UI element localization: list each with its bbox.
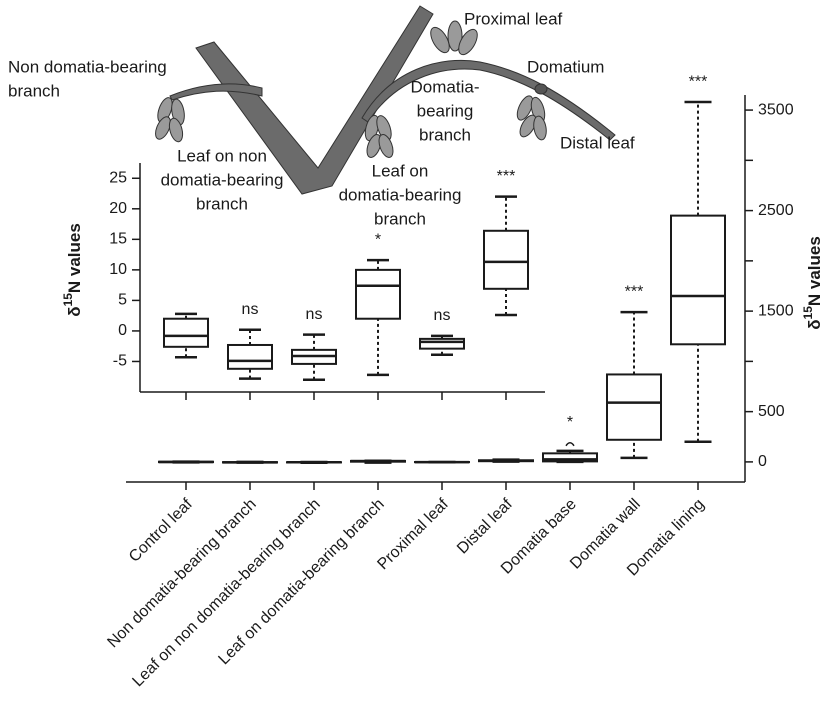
box xyxy=(420,339,464,349)
page: Non domatia-bearing branch Leaf on non doma… xyxy=(0,0,834,728)
diagram-label: branch xyxy=(196,194,248,213)
box xyxy=(164,319,208,347)
inset-y-tick-label: -5 xyxy=(113,353,127,370)
significance-label: * xyxy=(375,231,381,248)
inset-y-axis-label-part: 15 xyxy=(61,293,75,307)
inset-y-tick-label: 5 xyxy=(118,292,127,309)
diagram-label: Non domatia-bearing xyxy=(8,57,167,76)
box xyxy=(607,374,661,439)
diagram-label: Leaf on xyxy=(372,161,429,180)
x-tick-label: Control leaf xyxy=(126,495,196,565)
plot: Non domatia-bearing branch Leaf on non doma… xyxy=(8,9,824,690)
diagram-label: branch xyxy=(419,125,471,144)
inset-y-tick-label: 15 xyxy=(109,231,127,248)
diagram-label: domatia-bearing xyxy=(339,185,462,204)
y-axis-label-part: 15 xyxy=(801,306,815,320)
y-axis-label: δ15N values xyxy=(801,236,824,330)
inset-y-axis-label-part: N values xyxy=(65,223,84,293)
y-tick-label: 2500 xyxy=(758,202,794,219)
y-tick-label: 1500 xyxy=(758,302,794,319)
inset-y-axis-label: δ15N values xyxy=(61,223,84,317)
significance-label: *** xyxy=(689,73,708,90)
diagram-label: Domatium xyxy=(527,57,604,76)
diagram-label: domatia-bearing xyxy=(161,170,284,189)
diagram-label: branch xyxy=(374,209,426,228)
inset-y-axis-label-part: δ xyxy=(65,306,84,316)
box xyxy=(356,270,400,319)
y-tick-label: 0 xyxy=(758,453,767,470)
y-tick-label: 500 xyxy=(758,403,785,420)
inset-y-tick-label: 0 xyxy=(118,322,127,339)
y-axis-label-part: N values xyxy=(805,236,824,306)
x-tick-label: Distal leaf xyxy=(454,495,516,557)
diagram-label: Distal leaf xyxy=(560,133,635,152)
box xyxy=(484,231,528,289)
significance-label: ns xyxy=(242,301,259,318)
y-axis-label-part: δ xyxy=(805,319,824,329)
significance-label: ns xyxy=(306,306,323,323)
flier xyxy=(566,443,574,446)
diagram-label: Domatia- xyxy=(411,77,480,96)
diagram-label: branch xyxy=(8,81,60,100)
y-tick-label: 3500 xyxy=(758,101,794,118)
box xyxy=(228,345,272,369)
diagram-label: Proximal leaf xyxy=(464,9,563,28)
inset-y-tick-label: 25 xyxy=(109,169,127,186)
significance-label: * xyxy=(567,414,573,431)
significance-label: *** xyxy=(497,168,516,185)
box xyxy=(671,216,725,345)
diagram-label: bearing xyxy=(417,101,474,120)
significance-label: *** xyxy=(625,283,644,300)
diagram-label: Leaf on non xyxy=(177,146,267,165)
inset-y-tick-label: 10 xyxy=(109,261,127,278)
figure: Non domatia-bearing branch Leaf on non doma… xyxy=(0,0,834,728)
significance-label: ns xyxy=(434,307,451,324)
inset-y-tick-label: 20 xyxy=(109,200,127,217)
